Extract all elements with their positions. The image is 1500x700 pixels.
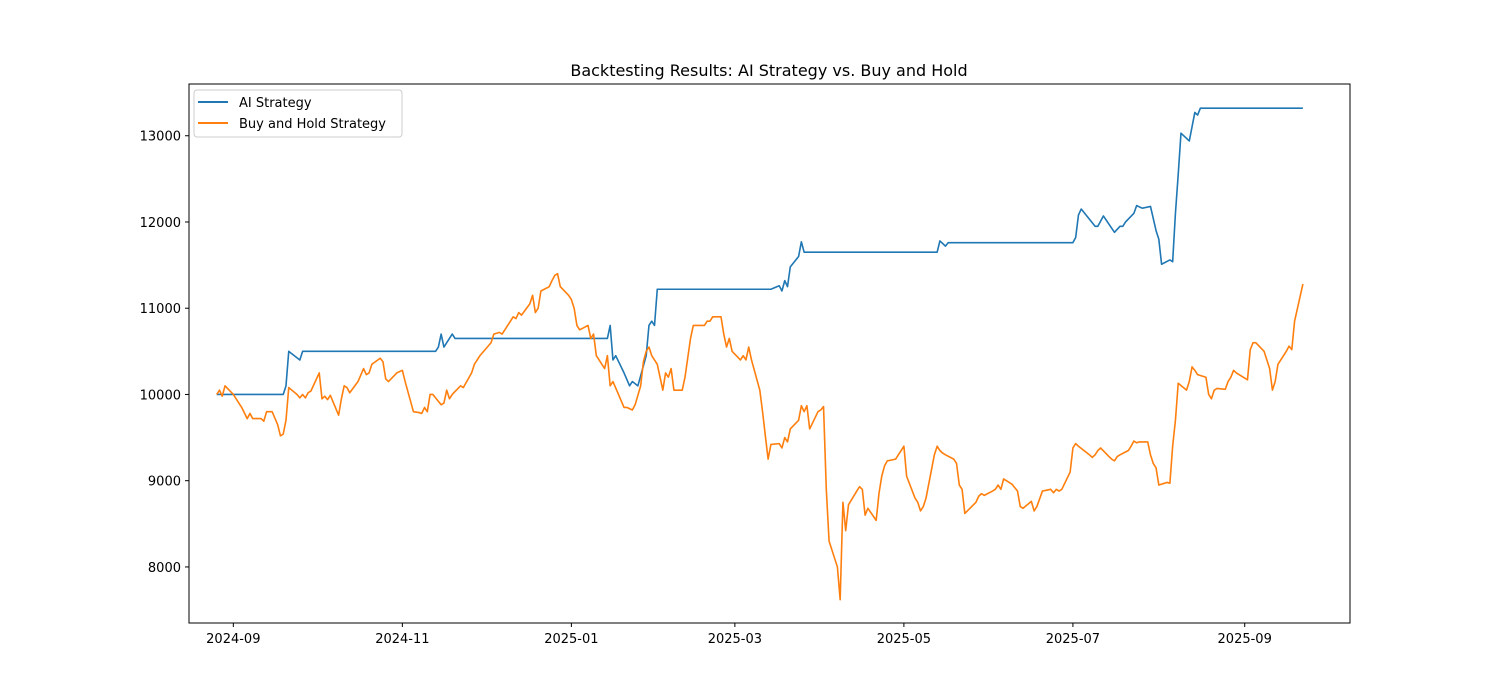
series-layer — [216, 107, 1304, 601]
y-axis: 8000 9000 10000 11000 12000 13000 — [140, 130, 189, 576]
x-tick-label: 2025-01 — [544, 632, 598, 647]
y-tick-label: 10000 — [140, 388, 181, 403]
series-line-ai-strategy — [216, 107, 1303, 396]
y-tick-label: 12000 — [140, 216, 181, 231]
axes-frame — [188, 83, 1351, 624]
legend-label-ai-strategy: AI Strategy — [239, 96, 312, 111]
chart-title: Backtesting Results: AI Strategy vs. Buy… — [570, 61, 967, 80]
y-tick-label: 13000 — [140, 130, 181, 145]
x-tick-label: 2024-09 — [206, 632, 260, 647]
y-tick-label: 9000 — [148, 475, 181, 490]
x-axis: 2024-09 2024-11 2025-01 2025-03 2025-05 2025-… — [206, 623, 1272, 647]
legend: AI Strategy Buy and Hold Strategy — [193, 89, 403, 138]
legend-box — [193, 89, 403, 138]
x-tick-label: 2025-05 — [877, 632, 931, 647]
series-line-buy-and-hold-strategy — [216, 272, 1304, 601]
x-tick-label: 2025-07 — [1046, 632, 1100, 647]
y-tick-label: 11000 — [140, 302, 181, 317]
legend-label-buy-and-hold: Buy and Hold Strategy — [239, 117, 386, 132]
x-tick-label: 2025-03 — [708, 632, 762, 647]
x-tick-label: 2025-09 — [1218, 632, 1272, 647]
x-tick-label: 2024-11 — [375, 632, 429, 647]
y-tick-label: 8000 — [148, 561, 181, 576]
